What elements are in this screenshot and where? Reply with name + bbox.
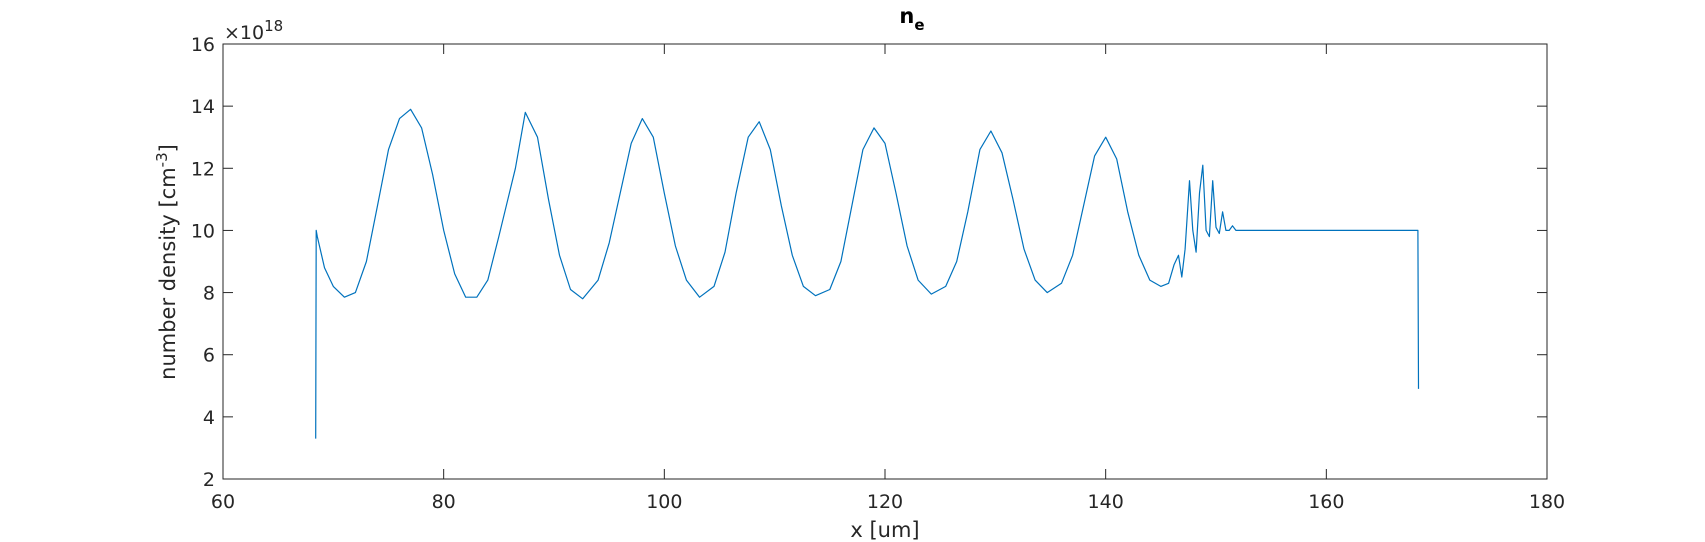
y-tick-label: 12 <box>191 158 215 180</box>
x-tick-label: 80 <box>432 491 456 513</box>
x-axis-label: x [um] <box>850 518 919 542</box>
y-exponent-value: 18 <box>264 17 283 35</box>
x-tick-label: 140 <box>1088 491 1124 513</box>
y-tick-label: 10 <box>191 220 215 242</box>
y-axis-label-main: number density [cm <box>156 167 180 380</box>
series-line <box>315 108 1420 439</box>
y-tick-label: 8 <box>203 283 215 305</box>
x-tick-label: 100 <box>646 491 682 513</box>
y-tick-label: 4 <box>203 407 215 429</box>
chart-title-subscript: e <box>914 16 924 34</box>
y-axis-label: number density [cm-3] <box>153 144 180 380</box>
y-tick-label: 16 <box>191 34 215 56</box>
series-group <box>315 108 1420 439</box>
y-axis-label-end: ] <box>156 144 180 152</box>
y-tick-label: 14 <box>191 96 215 118</box>
y-exponent-label: ×1018 <box>224 17 283 44</box>
x-tick-label: 180 <box>1529 491 1565 513</box>
chart-title-main: n <box>899 4 914 28</box>
y-tick-label: 6 <box>203 345 215 367</box>
x-tick-label: 60 <box>211 491 235 513</box>
y-axis-label-superscript: -3 <box>153 152 171 167</box>
x-tick-label: 160 <box>1308 491 1344 513</box>
axis-tick-labels: 60 80 100 120 140 160 180 2 4 6 8 10 12 14 16 <box>191 34 1565 513</box>
y-exponent-prefix: ×10 <box>224 22 264 44</box>
y-tick-label: 2 <box>203 469 215 491</box>
axis-ticks <box>222 43 1548 480</box>
chart-title: ne <box>899 4 924 34</box>
x-tick-label: 120 <box>867 491 903 513</box>
